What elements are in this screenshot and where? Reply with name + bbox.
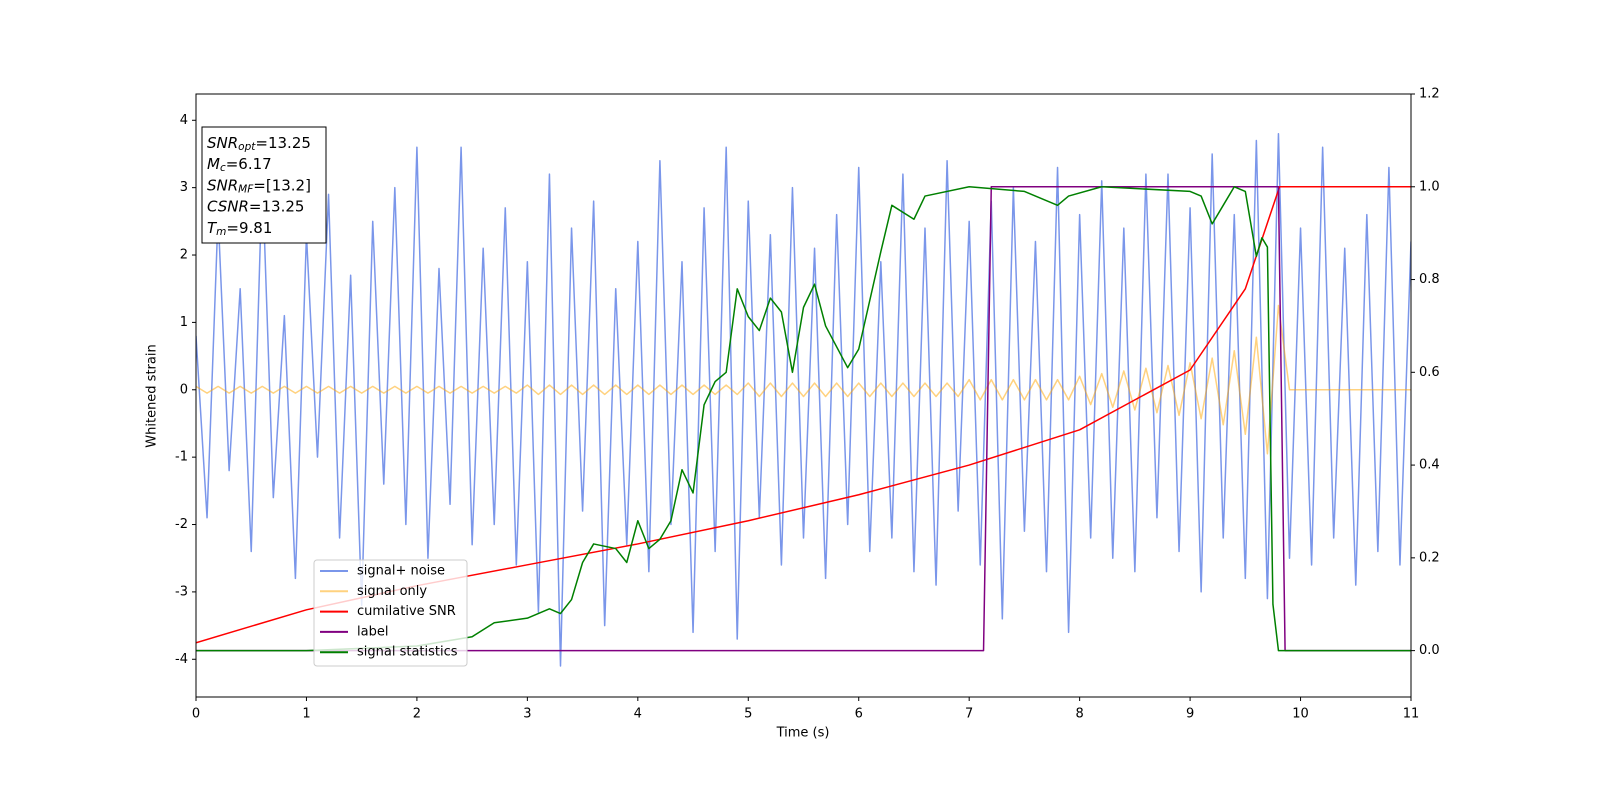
axes-frame: [195, 93, 1412, 698]
y-tick-label: 0: [180, 382, 188, 397]
y2-tick-label: 1.2: [1419, 87, 1440, 102]
legend-label: signal only: [357, 584, 427, 599]
y-axis-label: Whitened strain: [145, 344, 160, 447]
annotation: SNRMF=[13.2]: [207, 176, 311, 196]
legend-label: signal+ noise: [357, 564, 445, 579]
annotation: Mc=6.17: [207, 155, 272, 175]
annotation-sub: c: [220, 162, 226, 174]
annotation-value: =[13.2]: [253, 176, 311, 194]
y2-tick-label: 0.8: [1419, 272, 1440, 287]
legend-label: label: [357, 624, 388, 639]
x-tick-label: 1: [302, 707, 310, 722]
y-tick-label: 3: [180, 180, 188, 195]
x-tick-label: 9: [1186, 707, 1194, 722]
y2-tick-label: 0.2: [1419, 550, 1440, 565]
series-line: [196, 186, 1411, 652]
legend-label: signal statistics: [357, 645, 458, 660]
annotation-value: =9.81: [226, 218, 272, 236]
annotation-sub: m: [216, 226, 226, 238]
y-tick-label: -2: [175, 517, 188, 532]
series-line: [196, 133, 1411, 667]
x-tick-label: 3: [523, 707, 531, 722]
y2-tick-label: 0.0: [1419, 643, 1440, 658]
y-tick-label: -3: [175, 584, 188, 599]
x-tick-label: 7: [965, 707, 973, 722]
y2-tick-label: 1.0: [1419, 179, 1440, 194]
x-tick-label: 5: [744, 707, 752, 722]
x-tick-label: 11: [1403, 707, 1420, 722]
x-tick-label: 4: [634, 707, 642, 722]
y2-tick-label: 0.6: [1419, 365, 1440, 380]
y-tick-label: 2: [180, 248, 188, 263]
annotation-symbol: M: [207, 155, 220, 173]
annotation-value: =13.25: [255, 134, 311, 152]
x-tick-label: 10: [1292, 707, 1309, 722]
annotation-symbol: T: [207, 218, 218, 236]
series-line: [196, 304, 1411, 455]
x-axis-label: Time (s): [776, 726, 830, 741]
annotation: Tm=9.81: [207, 218, 272, 238]
annotation: CSNR=13.25: [207, 197, 304, 215]
y-tick-label: -4: [175, 652, 188, 667]
annotation-value: =6.17: [226, 155, 272, 173]
y-tick-label: 4: [180, 113, 188, 128]
x-tick-label: 0: [192, 707, 200, 722]
annotation-symbol: CSNR: [207, 197, 249, 215]
annotation-sub: opt: [238, 141, 256, 153]
annotation-box: [201, 126, 327, 244]
y-tick-label: -1: [175, 450, 188, 465]
annotation-symbol: SNR: [207, 176, 238, 194]
legend: [313, 559, 468, 667]
annotation-sub: MF: [238, 183, 254, 195]
x-tick-label: 2: [413, 707, 421, 722]
legend-label: cumilative SNR: [357, 604, 456, 619]
y2-tick-label: 0.4: [1419, 458, 1440, 473]
annotation-value: =13.25: [249, 197, 305, 215]
y-tick-label: 1: [180, 315, 188, 330]
annotation-symbol: SNR: [207, 134, 238, 152]
x-tick-label: 8: [1075, 707, 1083, 722]
annotation: SNRopt=13.25: [207, 134, 311, 154]
x-tick-label: 6: [855, 707, 863, 722]
